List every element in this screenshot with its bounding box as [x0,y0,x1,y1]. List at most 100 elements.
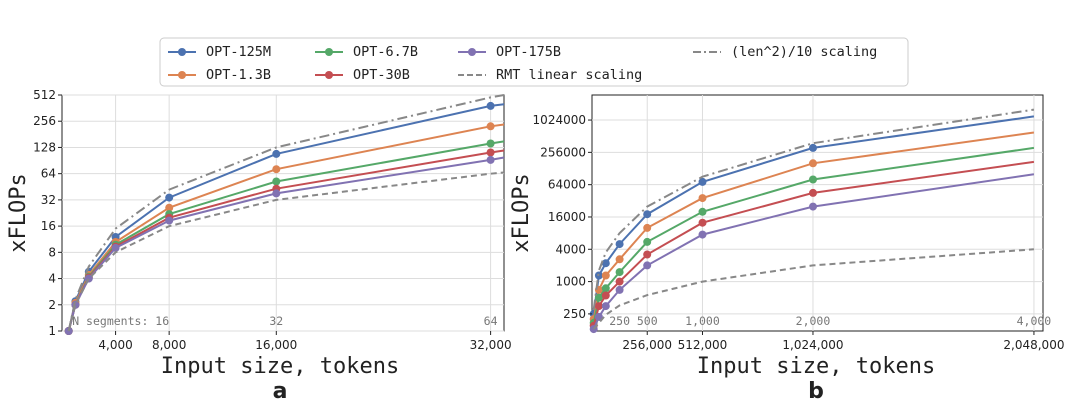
segment-label: 500 [637,314,658,328]
y-tick-label: 256 [33,114,56,128]
segment-label: 64 [484,314,498,328]
data-point-opt-1-3b [698,194,707,203]
grid-a [62,94,504,332]
panel-letter-a: a [273,379,288,404]
y-tick-label: 2 [48,298,56,312]
data-point-opt-1-3b [272,165,281,174]
series-line-len-2-10-scaling [592,108,1035,310]
data-point-opt-125m [643,210,652,219]
y-tick-label: 8 [48,245,56,259]
data-point-opt-125m [486,101,495,110]
data-point-opt-6-7b [698,207,707,216]
series-line-rmt-linear-scaling [67,171,505,332]
legend-label-opt-6-7b: OPT-6.7B [353,44,418,60]
y-tick-label: 4000 [555,242,586,256]
legend-label-len-2-10-scaling: (len^2)/10 scaling [731,44,877,60]
y-axis-label-a: xFLOPs [6,173,31,252]
data-point-opt-30b [615,277,624,286]
data-point-opt-125m [165,193,174,202]
legend-marker-opt-6-7b [325,48,333,56]
legend-marker-opt-1-3b [178,71,186,79]
data-point-opt-175b [809,202,817,211]
y-tick-label: 1024000 [533,113,586,127]
y-axis-label-b: xFLOPs [509,173,534,252]
data-point-opt-175b [594,312,603,321]
data-point-opt-30b [601,291,610,300]
x-ticks-a: 4,000 8,000 16,000 32,000 [98,331,512,352]
panel-b: 250 1000 4000 16000 64000 256000 1024000 256,0… [509,94,1064,404]
series-a [64,94,505,335]
data-point-opt-175b [111,243,120,252]
segment-label: 1,000 [685,314,720,328]
data-point-opt-175b [272,189,281,198]
data-point-opt-175b [165,216,174,225]
legend: OPT-125M OPT-6.7B OPT-175B (len^2)/10 scali… [159,37,909,87]
data-point-opt-6-7b [643,237,652,246]
data-point-opt-125m [809,143,817,152]
data-point-opt-175b [486,155,495,164]
x-tick-label: 2,048,000 [1003,338,1064,352]
data-point-opt-125m [601,259,610,268]
data-point-opt-175b [615,285,624,294]
data-point-opt-30b [809,188,817,197]
data-point-opt-175b [698,230,707,239]
data-point-opt-175b [643,261,652,270]
data-point-opt-1-3b [809,159,817,168]
segment-label: 250 [609,314,630,328]
segment-label: N segments: 16 [72,314,169,328]
legend-marker-opt-175b [468,48,476,56]
data-point-opt-1-3b [486,122,495,131]
panel-a: 1 2 4 8 16 32 64 128 256 512 4,000 8,000 16,000 32,0… [6,88,512,404]
data-point-opt-30b [486,148,495,157]
data-point-opt-1-3b [615,255,624,264]
segment-label: 4,000 [1017,314,1052,328]
panel-letter-b: b [808,379,824,404]
legend-label-opt-175b: OPT-175B [496,44,561,60]
x-axis-label-a: Input size, tokens [161,354,399,379]
data-point-opt-30b [594,302,603,311]
x-tick-label: 32,000 [470,338,512,352]
y-tick-label: 1000 [555,275,586,289]
segment-label: 2,000 [796,314,831,328]
segment-label: 32 [269,314,283,328]
data-point-opt-125m [698,177,707,186]
legend-label-opt-125m: OPT-125M [206,44,271,60]
legend-label-opt-1-3b: OPT-1.3B [206,67,271,83]
data-point-opt-6-7b [809,175,817,184]
x-tick-label: 512,000 [678,338,728,352]
y-tick-label: 16 [41,219,56,233]
x-tick-label: 1,024,000 [782,338,843,352]
y-ticks-a: 1 2 4 8 16 32 64 128 256 512 [33,88,62,338]
y-tick-label: 512 [33,88,56,102]
data-point-opt-6-7b [594,293,603,302]
x-tick-label: 256,000 [622,338,672,352]
x-axis-label-b: Input size, tokens [697,354,935,379]
data-point-opt-1-3b [643,223,652,232]
data-point-opt-30b [643,250,652,259]
y-tick-label: 1 [48,324,56,338]
data-point-opt-175b [601,302,610,311]
data-point-opt-6-7b [272,177,281,186]
x-tick-label: 16,000 [255,338,297,352]
y-tick-label: 4 [48,272,56,286]
y-tick-label: 32 [41,193,56,207]
y-tick-label: 64000 [548,178,586,192]
x-tick-label: 4,000 [98,338,132,352]
series-b [589,108,1035,334]
plot-area-a [61,94,505,332]
segment-labels-b: 250 500 1,000 2,000 4,000 [609,314,1051,328]
x-ticks-b: 256,000 512,000 1,024,000 2,048,000 [622,331,1064,352]
legend-marker-opt-125m [178,48,186,56]
data-point-opt-30b [698,218,707,227]
segment-labels-a: N segments: 16 32 64 [72,314,497,328]
y-ticks-b: 250 1000 4000 16000 64000 256000 1024000 [533,113,592,321]
data-point-opt-6-7b [486,139,495,148]
y-tick-label: 256000 [540,145,586,159]
data-point-opt-125m [615,240,624,249]
x-tick-label: 8,000 [152,338,186,352]
data-point-opt-6-7b [601,284,610,293]
y-tick-label: 64 [41,167,56,181]
series-line-rmt-linear-scaling [592,248,1034,330]
data-point-opt-1-3b [165,203,174,212]
